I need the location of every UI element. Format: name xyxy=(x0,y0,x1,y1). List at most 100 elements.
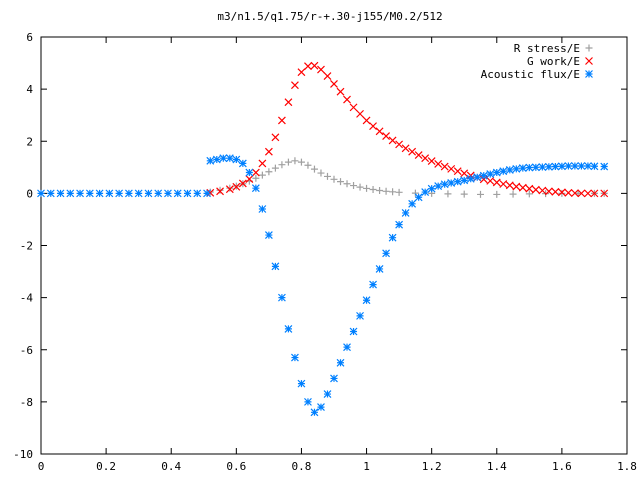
data-point xyxy=(310,408,319,417)
data-point xyxy=(479,171,488,180)
data-point xyxy=(350,182,358,190)
data-point xyxy=(492,178,501,187)
data-point xyxy=(336,358,345,367)
data-point xyxy=(382,249,391,258)
x-tick-label: 0.4 xyxy=(161,460,181,473)
data-point xyxy=(577,162,586,170)
data-point xyxy=(551,187,560,196)
data-point xyxy=(453,167,462,176)
data-point xyxy=(486,176,495,185)
data-point xyxy=(558,189,566,197)
data-point xyxy=(144,189,153,198)
series-layer xyxy=(37,61,609,417)
x-tick-label: 1 xyxy=(363,460,370,473)
data-point xyxy=(251,184,260,193)
data-point xyxy=(479,175,488,184)
data-point xyxy=(434,182,443,191)
series-1 xyxy=(206,61,609,198)
data-point xyxy=(600,189,609,198)
data-point xyxy=(317,65,325,74)
data-point xyxy=(232,182,241,191)
data-point xyxy=(330,175,338,183)
data-point xyxy=(225,185,234,194)
plot-frame xyxy=(40,36,628,455)
data-point xyxy=(206,156,215,165)
data-point xyxy=(304,62,312,71)
data-point xyxy=(66,189,75,198)
data-point xyxy=(408,147,417,156)
chart-title: m3/n1.5/q1.75/r-+.30-j155/M0.2/512 xyxy=(217,10,442,23)
data-point xyxy=(343,343,351,352)
data-point xyxy=(323,390,332,398)
legend-label: Acoustic flux/E xyxy=(481,68,580,81)
legend-label: R stress/E xyxy=(514,42,580,55)
data-point xyxy=(356,109,364,118)
data-point xyxy=(203,189,211,198)
data-point xyxy=(297,68,306,77)
data-point xyxy=(37,189,45,198)
data-point xyxy=(395,220,404,229)
data-point xyxy=(76,189,84,198)
x-tick-label: 1.2 xyxy=(422,460,442,473)
data-point xyxy=(277,116,286,125)
data-point xyxy=(544,187,553,196)
data-point xyxy=(388,136,397,145)
data-point xyxy=(509,190,517,198)
y-tick-label: 4 xyxy=(26,83,33,96)
data-point xyxy=(95,189,104,198)
data-point xyxy=(317,403,325,412)
data-point xyxy=(499,180,508,188)
data-point xyxy=(264,147,273,156)
data-point xyxy=(525,163,534,172)
data-point xyxy=(401,208,410,217)
data-point xyxy=(590,189,599,198)
data-point xyxy=(375,265,384,273)
data-point xyxy=(297,379,306,388)
data-point xyxy=(238,179,247,188)
data-point xyxy=(447,179,456,187)
data-point xyxy=(216,186,224,194)
data-point xyxy=(219,154,228,163)
data-point xyxy=(193,189,202,198)
data-point xyxy=(570,189,579,198)
data-point xyxy=(291,157,299,165)
data-point xyxy=(317,169,325,177)
legend-marker xyxy=(585,44,593,52)
data-point xyxy=(134,189,143,198)
data-point xyxy=(304,161,312,169)
data-point xyxy=(284,98,293,107)
data-point xyxy=(408,199,417,208)
axis-ticks: 0 0.2 0.4 0.6 0.8 1 1.2 1.4 1.6 1.8 6 4 2 0 -2 -4 -6 -8 -1… xyxy=(13,31,637,473)
data-point xyxy=(154,189,163,198)
data-point xyxy=(525,190,533,198)
data-point xyxy=(173,189,182,198)
data-point xyxy=(505,165,514,174)
legend-label: G work/E xyxy=(527,55,580,68)
data-point xyxy=(544,162,553,171)
data-point xyxy=(349,103,358,112)
series-2 xyxy=(37,154,609,417)
data-point xyxy=(538,186,547,195)
data-point xyxy=(382,187,390,195)
data-point xyxy=(363,184,371,192)
data-point xyxy=(395,140,404,149)
data-point xyxy=(401,144,410,153)
data-point xyxy=(477,190,484,198)
y-tick-label: 0 xyxy=(26,187,33,200)
data-point xyxy=(349,327,358,336)
data-point xyxy=(105,189,114,198)
data-point xyxy=(440,180,449,189)
data-point xyxy=(245,175,254,183)
data-point xyxy=(284,158,292,166)
data-point xyxy=(473,173,482,182)
x-tick-label: 0.6 xyxy=(226,460,246,473)
data-point xyxy=(330,79,338,88)
data-point xyxy=(584,189,592,198)
data-point xyxy=(323,172,331,180)
data-point xyxy=(577,189,586,198)
data-point xyxy=(434,159,443,168)
data-point xyxy=(538,163,547,171)
data-point xyxy=(369,185,377,193)
data-point xyxy=(356,311,364,320)
data-point xyxy=(525,184,534,193)
